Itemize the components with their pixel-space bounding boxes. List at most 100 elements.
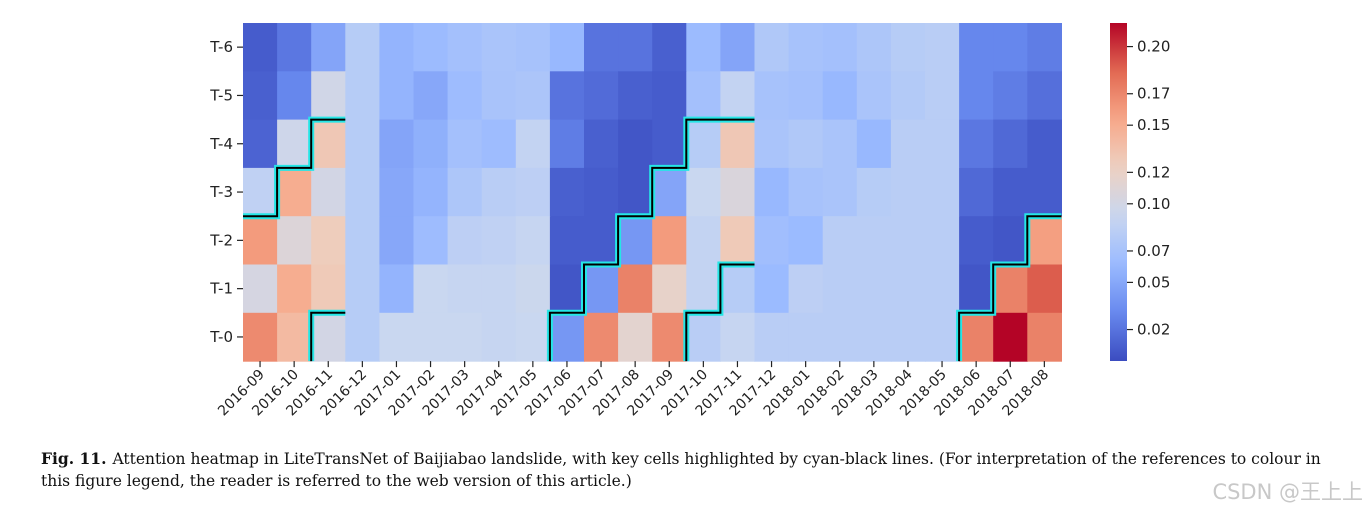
heatmap-cell [788, 71, 824, 121]
heatmap-cell [379, 119, 415, 169]
heatmap-cell [345, 312, 380, 362]
heatmap-cell [549, 216, 585, 266]
heatmap-cell [856, 71, 892, 121]
heatmap-cell [311, 119, 346, 169]
heatmap-cell [822, 119, 858, 169]
heatmap-cell [686, 167, 721, 217]
heatmap-cell [618, 71, 653, 121]
heatmap-cell [822, 216, 858, 266]
heatmap-cell [686, 119, 721, 169]
heatmap-cell [311, 167, 346, 217]
highlight-line-black [548, 118, 755, 362]
heatmap-cell [618, 312, 653, 362]
colorbar-tick-label: 0.15 [1137, 116, 1170, 134]
x-axis: 2016-092016-102016-112016-122017-012017-… [215, 361, 1052, 419]
heatmap-cell [447, 312, 483, 362]
heatmap-cell [856, 119, 892, 169]
heatmap-cell [652, 167, 687, 217]
heatmap-cell [481, 264, 517, 314]
heatmap-cell [413, 216, 449, 266]
heatmap-cell [925, 23, 960, 72]
heatmap-cell [379, 264, 415, 314]
heatmap-cell [549, 264, 585, 314]
heatmap-cell [754, 264, 790, 314]
heatmap-cell [549, 167, 585, 217]
heatmap-cell [993, 264, 1028, 314]
heatmap-cell [277, 167, 312, 217]
heatmap-cell [754, 312, 790, 362]
heatmap-cell [243, 216, 278, 266]
heatmap-cell [652, 216, 687, 266]
heatmap-cell [993, 167, 1028, 217]
y-tick-label: T-1 [209, 280, 233, 298]
heatmap-cell [311, 312, 346, 362]
heatmap-cell [720, 119, 756, 169]
heatmap-cell [379, 216, 415, 266]
heatmap-cell [754, 167, 790, 217]
heatmap-cell [413, 119, 449, 169]
heatmap-cell [515, 71, 551, 121]
heatmap-cell [584, 23, 619, 72]
heatmap-cell [720, 23, 756, 72]
heatmap-cell [584, 216, 619, 266]
y-tick-label: T-4 [209, 135, 233, 153]
heatmap-cell [515, 23, 551, 72]
heatmap-cell [481, 71, 517, 121]
heatmap-cell [856, 167, 892, 217]
y-tick-label: T-3 [209, 183, 233, 201]
heatmap-cell [1027, 167, 1062, 217]
colorbar-tick-label: 0.12 [1137, 163, 1170, 181]
heatmap-cell [959, 216, 994, 266]
heatmap-cell [379, 312, 415, 362]
heatmap-cell [959, 119, 994, 169]
heatmap-cell [447, 23, 483, 72]
heatmap-cell [277, 71, 312, 121]
colorbar-tick-label: 0.20 [1137, 38, 1170, 56]
heatmap-cell [856, 312, 892, 362]
heatmap-cell [345, 167, 380, 217]
heatmap-cell [890, 71, 926, 121]
heatmap-cell [277, 23, 312, 72]
heatmap-cell [277, 312, 312, 362]
heatmap-cell [618, 216, 653, 266]
heatmap-cell [447, 119, 483, 169]
heatmap-cell [481, 23, 517, 72]
heatmap-cell [345, 119, 380, 169]
heatmap-cell [890, 216, 926, 266]
heatmap-cell [584, 119, 619, 169]
heatmap-cell [549, 23, 585, 72]
heatmap-cell [890, 312, 926, 362]
heatmap-cell [686, 264, 721, 314]
caption-label: Fig. 11. [41, 449, 107, 468]
heatmap-cell [720, 312, 756, 362]
heatmap-cell [959, 71, 994, 121]
heatmap-cell [686, 312, 721, 362]
heatmap-cell [1027, 264, 1062, 314]
heatmap-cell [243, 167, 278, 217]
heatmap-cell [959, 312, 994, 362]
heatmap-cell [447, 264, 483, 314]
heatmap-cell [856, 23, 892, 72]
heatmap-cell [652, 119, 687, 169]
highlight-line-black [958, 215, 1062, 362]
heatmap-cell [549, 119, 585, 169]
heatmap-cell [481, 216, 517, 266]
heatmap-figure: T-6 T-5 T-4 T-3 T-2 T-1 T-0 2016-092016-102016… [209, 23, 1170, 419]
heatmap-cell [993, 119, 1028, 169]
heatmap-cell [890, 119, 926, 169]
heatmap-cell [515, 119, 551, 169]
heatmap-cell [277, 216, 312, 266]
colorbar-tick-label: 0.02 [1137, 321, 1170, 339]
heatmap-cell [720, 216, 756, 266]
heatmap-cell [379, 23, 415, 72]
heatmap-cell [856, 216, 892, 266]
heatmap-cell [652, 264, 687, 314]
heatmap-cell [515, 264, 551, 314]
heatmap-cell [788, 23, 824, 72]
heatmap-cell [379, 167, 415, 217]
heatmap-cell [959, 167, 994, 217]
heatmap-cell [584, 312, 619, 362]
colorbar-tick-label: 0.07 [1137, 242, 1170, 260]
heatmap-cell [481, 119, 517, 169]
heatmap-cell [788, 312, 824, 362]
